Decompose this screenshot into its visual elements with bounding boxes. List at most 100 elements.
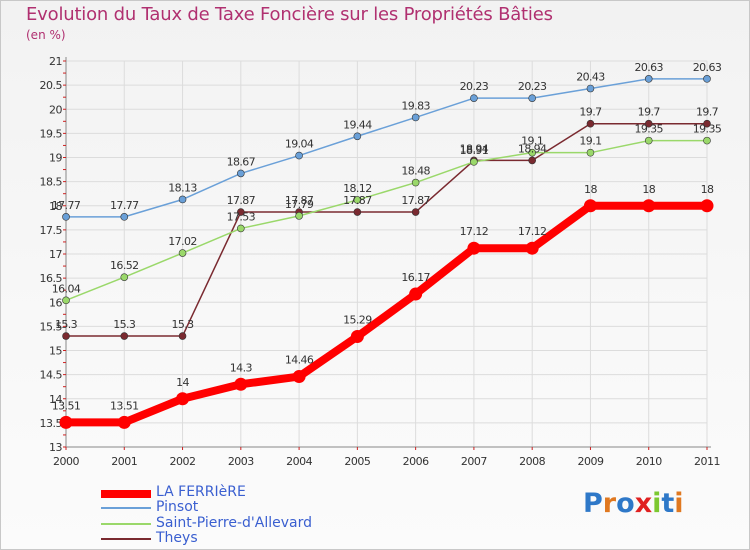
data-label: 17.12 [518, 225, 547, 238]
x-tick-label: 2006 [403, 455, 429, 468]
data-label: 18.94 [460, 142, 489, 155]
data-point [525, 241, 539, 255]
data-label: 19.1 [521, 135, 543, 148]
data-label: 15.3 [55, 318, 78, 331]
x-tick-label: 2001 [111, 455, 137, 468]
y-tick-label: 19.5 [40, 127, 63, 140]
data-label: 19.83 [401, 99, 430, 112]
logo-letter: i [674, 488, 684, 519]
x-tick-label: 2011 [694, 455, 720, 468]
data-point [528, 94, 536, 102]
data-point [237, 208, 245, 216]
y-tick-label: 17.5 [40, 224, 63, 237]
data-label: 17.53 [227, 210, 256, 223]
data-label: 20.63 [634, 61, 663, 74]
data-point [117, 415, 131, 429]
y-tick-label: 20.5 [40, 79, 63, 92]
legend-swatch-pinsot [101, 507, 151, 509]
data-point [295, 212, 303, 220]
x-tick-label: 2004 [286, 455, 312, 468]
data-label: 20.23 [460, 80, 489, 93]
data-label: 19.7 [638, 106, 661, 119]
y-tick-label: 14 [49, 393, 62, 406]
data-point [586, 84, 595, 93]
data-label: 19.35 [693, 123, 722, 136]
legend-label-pinsot: Pinsot [156, 499, 199, 515]
data-label: 16.52 [110, 259, 139, 272]
y-tick-label: 18 [49, 200, 62, 213]
data-label: 17.77 [110, 199, 139, 212]
data-point [353, 132, 362, 141]
logo-letter: t [661, 488, 675, 519]
legend-swatch-theys [101, 538, 151, 540]
y-tick-label: 15 [49, 345, 62, 358]
data-point [292, 370, 306, 384]
data-point [586, 119, 595, 128]
data-label: 17.87 [343, 194, 372, 207]
grid [65, 60, 708, 448]
y-tick-label: 18.5 [40, 176, 63, 189]
data-label: 18.12 [343, 182, 372, 195]
data-point [120, 273, 129, 281]
data-point [586, 148, 595, 157]
data-label: 14.3 [230, 361, 253, 374]
data-point [703, 136, 711, 145]
logo-letter: x [634, 488, 653, 519]
data-point [703, 119, 711, 128]
data-label: 20.43 [576, 71, 605, 84]
data-point [120, 213, 129, 221]
data-point [528, 156, 536, 165]
data-point [642, 199, 656, 213]
data-label: 19.7 [579, 106, 602, 119]
data-label: 17.87 [285, 194, 314, 207]
data-point [467, 241, 481, 255]
legend-swatch-la-ferriere [101, 490, 151, 498]
data-point [176, 392, 190, 406]
data-label: 13.51 [52, 399, 81, 412]
y-tick-label: 20 [49, 103, 62, 116]
data-point [470, 158, 478, 166]
data-label: 17.79 [285, 198, 314, 211]
x-tick-label: 2003 [228, 455, 254, 468]
data-point [353, 196, 362, 204]
y-tick-label: 19 [49, 152, 62, 165]
unit-label: (en %) [26, 28, 66, 42]
data-label: 15.3 [171, 318, 194, 331]
data-point [703, 75, 711, 83]
data-label: 18.94 [518, 142, 547, 155]
series-line-0 [62, 201, 711, 427]
data-label: 20.23 [518, 80, 547, 93]
data-label: 19.35 [634, 123, 663, 136]
data-point [411, 178, 420, 187]
data-point [178, 332, 187, 340]
logo-letter: r [602, 488, 617, 519]
series-line-3 [65, 122, 708, 337]
data-label: 18.91 [460, 144, 489, 157]
data-point [237, 169, 245, 178]
data-label: 17.87 [227, 194, 256, 207]
data-point [644, 119, 653, 128]
y-tick-label: 16 [49, 296, 62, 309]
data-label: 16.17 [401, 271, 430, 284]
data-point [411, 208, 420, 216]
data-point [470, 94, 478, 102]
data-label: 18 [642, 183, 655, 196]
data-label: 18.67 [227, 155, 256, 168]
x-tick-label: 2007 [461, 455, 487, 468]
data-point [62, 213, 70, 221]
series-line-1 [65, 78, 708, 218]
y-tick-label: 13.5 [40, 417, 63, 430]
data-label: 16.04 [52, 282, 81, 295]
x-tick-label: 2005 [344, 455, 370, 468]
y-tick-label: 21 [49, 55, 62, 68]
series-line-2 [65, 139, 708, 302]
data-point [178, 195, 187, 204]
data-label: 19.04 [285, 138, 314, 151]
legend-label-saint-pierre: Saint-Pierre-d'Allevard [156, 515, 312, 531]
x-tick-label: 2008 [519, 455, 545, 468]
y-tick-label: 16.5 [40, 272, 63, 285]
logo-letter: o [616, 488, 635, 519]
legend-label-theys: Theys [156, 530, 198, 546]
